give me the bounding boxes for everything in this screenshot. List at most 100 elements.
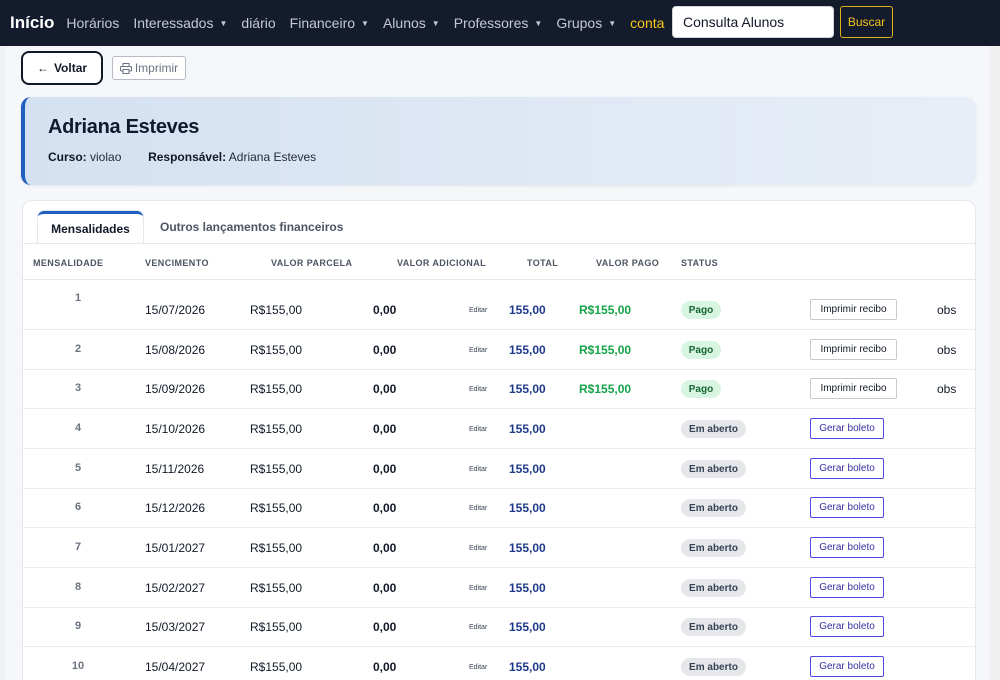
status-badge: Em aberto: [681, 460, 746, 478]
nav-conta[interactable]: conta: [630, 15, 665, 31]
nav-horarios[interactable]: Horários: [66, 15, 120, 31]
total-value: 155,00: [509, 382, 546, 396]
status-badge: Em aberto: [681, 539, 746, 557]
table-row: 10 15/04/2027 R$155,00 0,00 Editar 155,00 Em a…: [23, 647, 975, 680]
edit-link[interactable]: Editar: [469, 545, 488, 552]
due-date: 15/11/2026: [145, 462, 205, 476]
generate-boleto-button[interactable]: Gerar boleto: [810, 577, 884, 598]
edit-link[interactable]: Editar: [469, 664, 488, 671]
additional-value: 0,00: [373, 620, 397, 634]
total-value: 155,00: [509, 303, 546, 317]
edit-link[interactable]: Editar: [469, 505, 488, 512]
edit-link[interactable]: Editar: [469, 466, 488, 473]
generate-boleto-button[interactable]: Gerar boleto: [810, 497, 884, 518]
nav-interessados[interactable]: Interessados ▼: [133, 15, 228, 31]
due-date: 15/10/2026: [145, 422, 206, 436]
additional-value: 0,00: [373, 303, 397, 317]
print-receipt-button[interactable]: Imprimir recibo: [810, 378, 897, 399]
due-date: 15/12/2026: [145, 501, 206, 515]
obs-link[interactable]: obs: [937, 343, 957, 357]
additional-value: 0,00: [373, 382, 397, 396]
row-number: 6: [74, 501, 82, 513]
header-total: TOTAL: [527, 258, 559, 268]
arrow-left-icon: ←: [36, 61, 49, 75]
due-date: 15/03/2027: [145, 620, 206, 634]
generate-boleto-button[interactable]: Gerar boleto: [810, 537, 884, 558]
generate-boleto-button[interactable]: Gerar boleto: [810, 458, 884, 479]
total-value: 155,00: [509, 343, 546, 357]
header-vencimento: VENCIMENTO: [145, 258, 209, 268]
status-badge: Em aberto: [681, 499, 746, 517]
row-number: 9: [74, 620, 82, 632]
additional-value: 0,00: [373, 660, 397, 674]
tab-outros-lancamentos[interactable]: Outros lançamentos financeiros: [160, 220, 344, 234]
installment-value: R$155,00: [250, 620, 303, 634]
printer-icon: [119, 62, 132, 74]
header-mensalidade: MENSALIDADE: [33, 258, 104, 268]
additional-value: 0,00: [373, 581, 397, 595]
header-status: STATUS: [681, 258, 719, 268]
generate-boleto-button[interactable]: Gerar boleto: [810, 418, 884, 439]
status-badge: Em aberto: [681, 658, 746, 676]
generate-boleto-button[interactable]: Gerar boleto: [810, 656, 884, 677]
due-date: 15/07/2026: [145, 303, 206, 317]
page-scrollbar[interactable]: [990, 46, 1000, 680]
due-date: 15/04/2027: [145, 660, 206, 674]
installment-value: R$155,00: [250, 541, 303, 555]
obs-link[interactable]: obs: [937, 382, 957, 396]
table-row: 6 15/12/2026 R$155,00 0,00 Editar 155,00 Em ab…: [23, 488, 975, 528]
nav-alunos[interactable]: Alunos ▼: [382, 15, 440, 31]
tab-mensalidades[interactable]: Mensalidades: [38, 211, 143, 243]
edit-link[interactable]: Editar: [469, 624, 488, 631]
nav-grupos[interactable]: Grupos ▼: [556, 15, 617, 31]
table-row: 1 15/07/2026 R$155,00 0,00 Editar 155,00 R$155…: [23, 280, 975, 330]
header-valor-parcela: VALOR PARCELA: [271, 258, 353, 268]
row-number: 10: [71, 660, 85, 672]
caret-down-icon: ▼: [608, 18, 617, 28]
brand-home-link[interactable]: Início: [10, 13, 55, 32]
additional-value: 0,00: [373, 343, 397, 357]
generate-boleto-button[interactable]: Gerar boleto: [810, 616, 884, 637]
responsible-value: Adriana Esteves: [228, 150, 317, 164]
installment-value: R$155,00: [250, 422, 303, 436]
print-receipt-button[interactable]: Imprimir recibo: [810, 299, 897, 320]
installment-value: R$155,00: [250, 462, 303, 476]
nav-professores[interactable]: Professores ▼: [453, 15, 543, 31]
edit-link[interactable]: Editar: [469, 307, 488, 314]
header-divider: [23, 279, 975, 280]
row-number: 1: [74, 292, 82, 304]
tabs-divider: [23, 243, 975, 244]
status-badge: Em aberto: [681, 420, 746, 438]
additional-value: 0,00: [373, 422, 397, 436]
edit-link[interactable]: Editar: [469, 585, 488, 592]
header-valor-pago: VALOR PAGO: [596, 258, 660, 268]
installment-value: R$155,00: [250, 303, 303, 317]
nav-diario[interactable]: diário: [241, 15, 276, 31]
nav-financeiro[interactable]: Financeiro ▼: [289, 15, 369, 31]
print-receipt-button[interactable]: Imprimir recibo: [810, 339, 897, 360]
table-row: 9 15/03/2027 R$155,00 0,00 Editar 155,00 Em ab…: [23, 607, 975, 647]
status-badge: Em aberto: [681, 618, 746, 636]
table-row: 7 15/01/2027 R$155,00 0,00 Editar 155,00 Em ab…: [23, 528, 975, 568]
search-input[interactable]: [672, 6, 834, 38]
installment-value: R$155,00: [250, 501, 303, 515]
caret-down-icon: ▼: [534, 18, 543, 28]
back-button[interactable]: ← Voltar: [21, 51, 103, 85]
obs-link[interactable]: obs: [937, 303, 957, 317]
edit-link[interactable]: Editar: [469, 347, 488, 354]
installment-value: R$155,00: [250, 382, 303, 396]
installment-value: R$155,00: [250, 343, 303, 357]
caret-down-icon: ▼: [361, 18, 369, 28]
student-name: Adriana Esteves: [48, 116, 200, 138]
table-row: 2 15/08/2026 R$155,00 0,00 Editar 155,00 R$155…: [23, 330, 975, 370]
total-value: 155,00: [509, 541, 546, 555]
installment-value: R$155,00: [250, 660, 303, 674]
edit-link[interactable]: Editar: [469, 426, 488, 433]
status-badge: Pago: [681, 380, 721, 398]
print-button[interactable]: Imprimir: [112, 56, 186, 80]
table-row: 3 15/09/2026 R$155,00 0,00 Editar 155,00 R$155…: [23, 369, 975, 409]
additional-value: 0,00: [373, 462, 397, 476]
edit-link[interactable]: Editar: [469, 386, 488, 393]
search-button[interactable]: Buscar: [840, 6, 893, 38]
caret-down-icon: ▼: [219, 18, 228, 28]
